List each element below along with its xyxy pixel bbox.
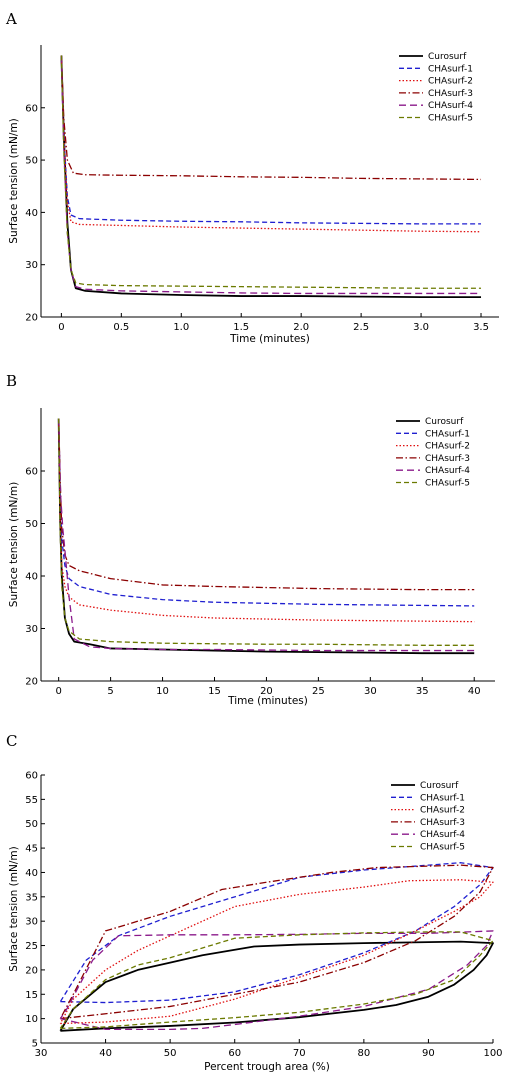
x-tick-label: 90 bbox=[422, 1048, 435, 1059]
series-line-chasurf-3 bbox=[60, 55, 482, 181]
y-tick-label: 20 bbox=[25, 677, 38, 688]
series-line-chasurf-2 bbox=[60, 55, 482, 233]
y-tick-label: 40 bbox=[25, 868, 38, 879]
y-tick-label: 60 bbox=[25, 103, 38, 114]
y-tick-label: 60 bbox=[25, 771, 38, 782]
panel-b: B 0 5 10 15 20 25 30 35 40 20 30 40 50 60 Time (minutes… bbox=[6, 372, 495, 707]
legend: Curosurf CHAsurf-1 CHAsurf-2 CHAsurf-3 CHAsu… bbox=[399, 52, 473, 124]
y-tick-label: 20 bbox=[25, 313, 38, 324]
legend-label: Curosurf bbox=[425, 417, 464, 427]
x-tick-label: 3.0 bbox=[413, 322, 429, 333]
legend-label: CHAsurf-4 bbox=[428, 101, 473, 111]
series-line-chasurf-3 bbox=[59, 864, 494, 1020]
x-tick-label: 0.5 bbox=[113, 322, 129, 333]
legend-label: Curosurf bbox=[420, 781, 459, 791]
y-tick-label: 35 bbox=[25, 892, 38, 903]
y-tick-label: 50 bbox=[25, 819, 38, 830]
x-tick-label: 30 bbox=[35, 1048, 48, 1059]
x-tick-label: 40 bbox=[468, 686, 481, 697]
y-tick-label: 20 bbox=[25, 965, 38, 976]
y-tick-label: 45 bbox=[25, 844, 38, 855]
legend-label: CHAsurf-5 bbox=[428, 114, 473, 124]
x-tick-label: 70 bbox=[293, 1048, 306, 1059]
y-tick-label: 25 bbox=[25, 941, 38, 952]
x-tick-label: 15 bbox=[208, 686, 221, 697]
series-line-chasurf-3 bbox=[58, 418, 475, 591]
legend: Curosurf CHAsurf-1 CHAsurf-2 CHAsurf-3 CHAsu… bbox=[396, 417, 470, 489]
x-tick-label: 60 bbox=[228, 1048, 241, 1059]
series-line-chasurf-4 bbox=[59, 930, 494, 1031]
x-tick-label: 0 bbox=[58, 322, 64, 333]
y-tick-label: 60 bbox=[25, 467, 38, 478]
series-line-curosurf bbox=[57, 418, 475, 655]
x-tick-label: 40 bbox=[99, 1048, 112, 1059]
series-line-chasurf-2 bbox=[59, 879, 494, 1025]
panel-label: A bbox=[5, 10, 17, 28]
series-line-curosurf bbox=[59, 940, 494, 1032]
x-tick-label: 1.0 bbox=[173, 322, 189, 333]
y-tick-label: 40 bbox=[25, 572, 38, 583]
legend-label: CHAsurf-2 bbox=[425, 442, 470, 452]
series-line-chasurf-5 bbox=[60, 55, 482, 289]
legend-label: CHAsurf-5 bbox=[420, 843, 465, 853]
y-tick-label: 5 bbox=[32, 1039, 38, 1050]
x-tick-label: 1.5 bbox=[233, 322, 249, 333]
x-tick-label: 0 bbox=[55, 686, 61, 697]
y-tick-label: 50 bbox=[25, 156, 38, 167]
y-tick-label: 10 bbox=[25, 1014, 38, 1025]
series-line-chasurf-2 bbox=[58, 418, 475, 623]
series-line-chasurf-5 bbox=[58, 418, 475, 646]
legend-label: CHAsurf-3 bbox=[420, 818, 465, 828]
y-tick-label: 30 bbox=[25, 624, 38, 635]
legend-label: CHAsurf-4 bbox=[425, 466, 470, 476]
legend-label: Curosurf bbox=[428, 52, 467, 62]
panel-a: A 0 0.5 1.0 1.5 2.0 2.5 3.0 3.5 20 30 40 50 60 Time (m… bbox=[5, 10, 499, 345]
x-axis-label: Time (minutes) bbox=[227, 695, 308, 707]
legend-label: CHAsurf-3 bbox=[428, 89, 473, 99]
y-axis-label: Surface tension (mN/m) bbox=[8, 482, 20, 607]
x-tick-label: 25 bbox=[312, 686, 325, 697]
x-axis-label: Time (minutes) bbox=[229, 333, 310, 345]
legend-label: CHAsurf-2 bbox=[428, 77, 473, 87]
y-tick-label: 50 bbox=[25, 519, 38, 530]
series-line-chasurf-1 bbox=[58, 418, 475, 607]
panel-label: B bbox=[6, 372, 17, 390]
y-tick-label: 40 bbox=[25, 208, 38, 219]
x-tick-label: 50 bbox=[164, 1048, 177, 1059]
legend-label: CHAsurf-2 bbox=[420, 806, 465, 816]
y-tick-label: 30 bbox=[25, 260, 38, 271]
y-tick-label: 15 bbox=[25, 990, 38, 1001]
panel-label: C bbox=[6, 732, 17, 750]
x-tick-label: 35 bbox=[416, 686, 429, 697]
x-tick-label: 20 bbox=[260, 686, 273, 697]
x-tick-label: 30 bbox=[364, 686, 377, 697]
x-tick-label: 5 bbox=[107, 686, 113, 697]
legend-label: CHAsurf-1 bbox=[428, 64, 473, 74]
series-line-chasurf-4 bbox=[58, 418, 475, 652]
series-line-curosurf bbox=[60, 55, 482, 299]
x-tick-label: 3.5 bbox=[473, 322, 489, 333]
legend-label: CHAsurf-5 bbox=[425, 479, 470, 489]
legend: Curosurf CHAsurf-1 CHAsurf-2 CHAsurf-3 CHAsu… bbox=[391, 781, 465, 853]
series-line-chasurf-4 bbox=[60, 55, 482, 295]
series-line-chasurf-1 bbox=[60, 55, 482, 225]
legend-label: CHAsurf-1 bbox=[420, 793, 465, 803]
y-tick-label: 30 bbox=[25, 917, 38, 928]
y-axis-label: Surface tension (mN/m) bbox=[8, 118, 20, 243]
series-line-chasurf-5 bbox=[59, 931, 494, 1030]
legend-label: CHAsurf-1 bbox=[425, 429, 470, 439]
y-tick-label: 55 bbox=[25, 795, 38, 806]
legend-label: CHAsurf-3 bbox=[425, 454, 470, 464]
x-tick-label: 100 bbox=[483, 1048, 502, 1059]
panel-c: C 30 40 50 60 70 80 90 100 5 10 15 20 25 30 35 40 45 50 55 6… bbox=[6, 732, 503, 1073]
x-tick-label: 2.5 bbox=[353, 322, 369, 333]
x-tick-label: 2.0 bbox=[293, 322, 309, 333]
x-axis-label: Percent trough area (%) bbox=[204, 1061, 330, 1073]
x-tick-label: 80 bbox=[357, 1048, 370, 1059]
x-tick-label: 10 bbox=[156, 686, 169, 697]
y-axis-label: Surface tension (mN/m) bbox=[8, 846, 20, 971]
legend-label: CHAsurf-4 bbox=[420, 830, 465, 840]
